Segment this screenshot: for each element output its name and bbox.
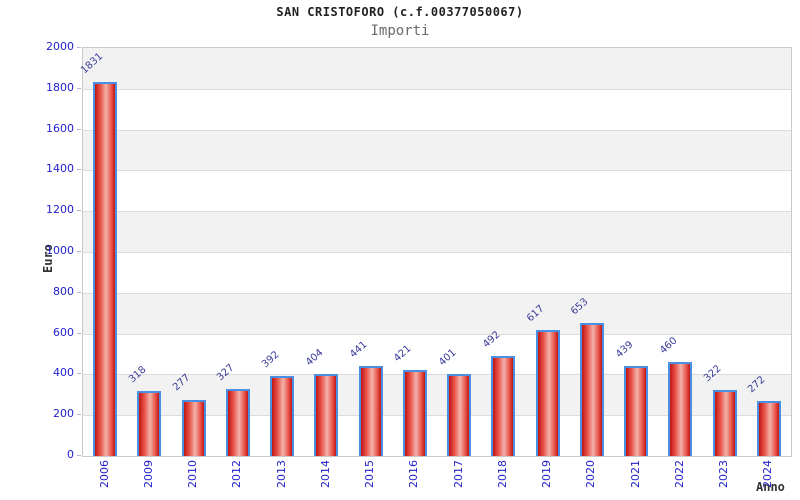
chart-subtitle: Importi [370, 23, 430, 39]
x-axis-tick-label: 2013 [273, 460, 289, 500]
y-axis-tick-label: 1200 [46, 203, 74, 217]
background-band [83, 292, 791, 334]
x-axis-tick-label-text: 2016 [407, 460, 421, 488]
gridline [83, 333, 791, 335]
x-axis-tick-label-text: 2024 [761, 460, 775, 488]
bar [181, 399, 206, 456]
background-band [83, 252, 791, 293]
x-axis-tick-label-text: 2017 [451, 460, 465, 488]
x-axis-tick-label: 2015 [362, 460, 378, 500]
x-axis-tick-label: 2010 [185, 460, 201, 500]
bar [358, 366, 383, 456]
x-axis-tick-label-text: 2021 [628, 460, 642, 488]
x-axis-tick-label-text: 2020 [584, 460, 598, 488]
x-axis-tick-label-text: 2018 [495, 460, 509, 488]
y-axis-tick-mark [77, 128, 81, 130]
background-band [83, 170, 791, 212]
x-axis-tick-label: 2009 [140, 460, 156, 500]
x-axis-tick-label-text: 2009 [141, 460, 155, 488]
y-axis-tick-mark [77, 291, 81, 293]
x-axis-tick-label: 2019 [539, 460, 555, 500]
y-axis-tick-label: 1800 [46, 80, 74, 94]
background-band [83, 48, 791, 89]
gridline [83, 129, 791, 131]
bar [314, 373, 339, 456]
x-axis-tick-label: 2018 [494, 460, 510, 500]
y-axis-tick-mark [77, 332, 81, 334]
gridline [83, 252, 791, 253]
gridline [83, 292, 791, 294]
x-axis-tick-label-text: 2015 [363, 460, 377, 488]
bar [624, 366, 649, 456]
x-axis-tick-label-text: 2022 [672, 460, 686, 488]
background-band [83, 211, 791, 252]
y-axis-tick-mark [77, 251, 81, 252]
y-axis-tick-label: 600 [53, 325, 74, 339]
x-axis-tick-label: 2022 [671, 460, 687, 500]
background-band [83, 88, 791, 130]
x-axis-tick-label-text: 2013 [274, 460, 288, 488]
y-axis-tick-label: 1400 [46, 162, 74, 176]
gridline [83, 88, 791, 90]
plot-area [82, 47, 792, 457]
x-axis-tick-label-text: 2023 [717, 460, 731, 488]
x-axis-title: Anno [756, 480, 785, 494]
x-axis-tick-label: 2020 [583, 460, 599, 500]
y-axis-tick-mark [77, 373, 81, 375]
bar [93, 82, 118, 456]
x-axis-tick-label-text: 2012 [230, 460, 244, 488]
bar [535, 330, 560, 456]
bar [225, 389, 250, 456]
y-axis-tick-mark [77, 47, 81, 48]
y-axis-tick-label: 2000 [46, 40, 74, 53]
y-axis-tick-label: 400 [53, 366, 74, 380]
y-axis-tick-label: 200 [53, 407, 74, 421]
y-axis-tick-mark [77, 414, 81, 416]
x-axis-tick-label: 2023 [716, 460, 732, 500]
x-axis-tick-label: 2012 [229, 460, 245, 500]
x-axis-tick-label: 2017 [450, 460, 466, 500]
bar [712, 390, 737, 456]
gridline [83, 374, 791, 376]
y-axis-tick-label: 0 [67, 448, 74, 461]
bar [402, 370, 427, 456]
x-axis-tick-label: 2014 [317, 460, 333, 500]
bar [270, 376, 295, 456]
y-axis-tick-mark [77, 455, 81, 456]
gridline [83, 170, 791, 172]
bar [137, 391, 162, 456]
x-axis-tick-label: 2006 [96, 460, 112, 500]
x-axis-tick-label: 2021 [627, 460, 643, 500]
background-band [83, 129, 791, 171]
bar [668, 362, 693, 456]
y-axis-tick-label: 1000 [46, 244, 74, 257]
x-axis-tick-label-text: 2010 [186, 460, 200, 488]
x-axis-tick-label-text: 2019 [540, 460, 554, 488]
gridline [83, 415, 791, 417]
x-axis-tick-label-text: 2006 [97, 460, 111, 488]
y-axis-tick-mark [77, 169, 81, 171]
bar [756, 400, 781, 456]
x-axis-tick-label: 2016 [406, 460, 422, 500]
x-axis-tick-label: 2024 [760, 460, 776, 500]
y-axis-tick-mark [77, 210, 81, 212]
bar [491, 355, 516, 456]
bar [447, 374, 472, 456]
bar [579, 322, 604, 456]
y-axis-tick-mark [77, 87, 81, 89]
chart-title: SAN CRISTOFORO (c.f.00377050067) [276, 5, 524, 19]
y-axis-tick-label: 1600 [46, 121, 74, 135]
gridline [83, 211, 791, 213]
y-axis-tick-label: 800 [53, 284, 74, 298]
x-axis-tick-label-text: 2014 [318, 460, 332, 488]
